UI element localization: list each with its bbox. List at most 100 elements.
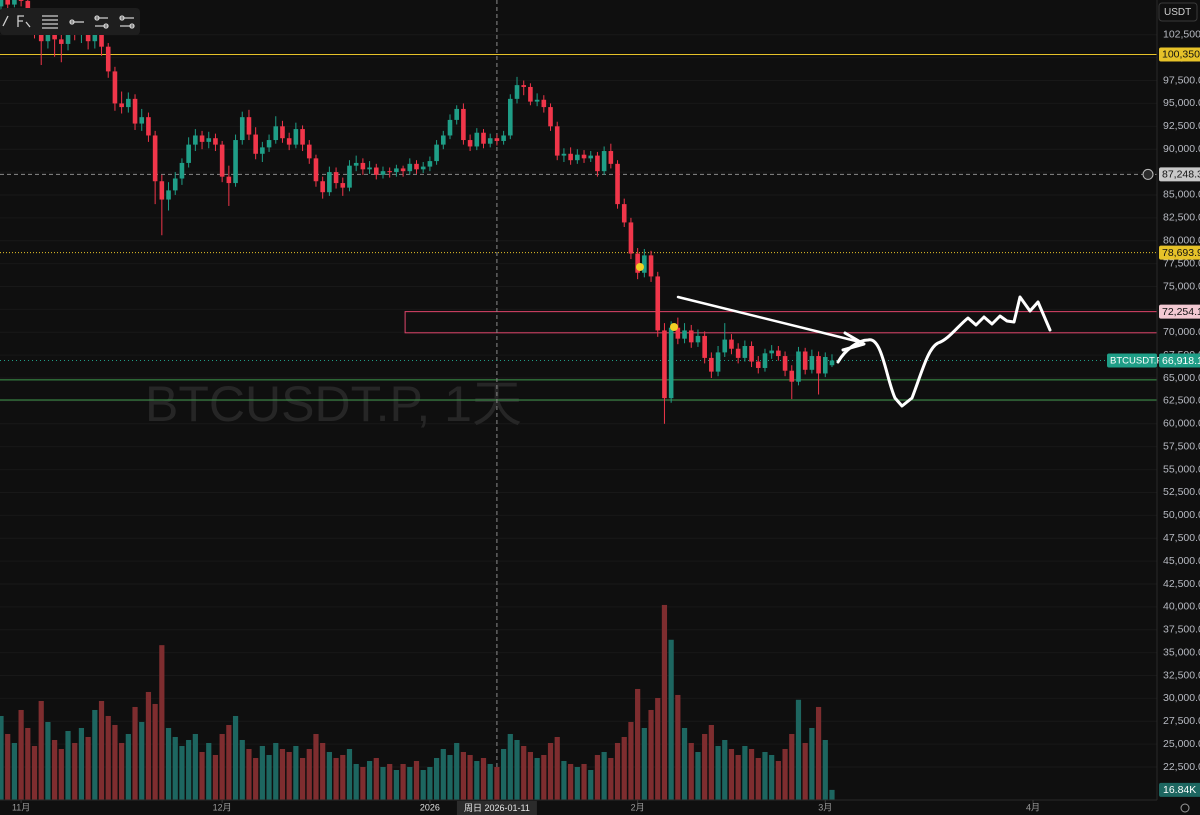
volume-bar [413,760,420,800]
crosshair-date-box [456,801,537,815]
last-volume-label: 16.84K [1163,784,1196,796]
candle-body [327,172,332,193]
volume-bar [78,727,85,800]
volume-bar [92,709,98,800]
volume-bar [45,721,51,800]
volume-bar [695,751,701,800]
volume-bar [172,736,178,800]
candle-body [293,129,299,145]
candle-body [92,32,98,42]
tool-ray-dot [69,19,75,25]
candle-body [414,163,419,170]
candle-body [682,330,687,339]
y-tick-label: 25,000.0 [1163,738,1200,750]
volume-bar [467,754,473,800]
candle-body [494,138,500,141]
candle-body [528,86,533,102]
crosshair-add [1142,168,1154,180]
volume-bar [795,699,802,800]
y-tick-label: 92,500.0 [1163,120,1200,132]
tool-fib[interactable] [17,15,31,28]
y-tick-label: 82,500.0 [1163,212,1200,224]
volume-bar [815,706,822,800]
candle-body [427,161,433,167]
arrow-line [676,295,858,343]
y-tick-label: 50,000.0 [1163,509,1200,521]
volume-bar [775,760,781,800]
tool-trend[interactable] [2,15,9,27]
candle-body [280,126,285,139]
crosshair-date: 周日 2026-01-11 [464,803,530,813]
volume-bar [554,736,560,800]
tool-parallel[interactable] [120,17,134,27]
candle-body [548,107,553,127]
event-marker [636,263,644,271]
last-price-label: 66,918.1 [1162,355,1200,367]
candle-body [5,0,11,5]
volume-bar [688,742,694,800]
tool-lines[interactable] [42,15,58,29]
x-tick-label: 2026 [420,802,440,812]
candle-body [333,172,339,184]
tool-channel[interactable] [95,17,108,27]
symbol-label: BTCUSDT.P [1110,355,1163,366]
volume-bar [38,700,44,800]
volume-layer [0,604,835,800]
toolbar[interactable] [0,8,140,35]
candle-body [755,361,761,368]
candle-body [581,154,587,159]
volume-bar [273,742,279,800]
candle-body [233,140,238,184]
candle-body [521,85,527,87]
volume-bar [65,730,71,800]
volume-bar [259,745,265,800]
volume-bar [360,766,366,800]
volume-bar [246,748,252,800]
symbol-tag [1107,353,1157,368]
candle-body [628,222,634,254]
candle-body [816,356,821,374]
candle-body [65,30,71,44]
volume-bar [366,760,373,800]
volume-bar [380,766,386,800]
volume-bar [212,754,219,800]
candle-body [782,356,788,371]
volume-bar [708,724,714,800]
volume-bar [373,757,379,800]
volume-bar [735,754,741,800]
candle-body [541,99,547,108]
candle-body [166,190,171,200]
volume-bar [85,736,91,800]
volume-bar [266,754,272,800]
settings-icon[interactable] [1180,803,1190,813]
price-tag-label: 78,693.9 [1162,247,1200,259]
y-tick-label: 70,000.0 [1163,326,1200,338]
volume-bar [279,748,286,800]
volume-bar [822,739,828,800]
candle-body [219,144,225,177]
candle-body [467,140,473,147]
volume-bar [286,751,292,800]
volume-bar [407,766,413,800]
candle-body [642,255,647,273]
candle-body [648,255,654,277]
y-tick-label: 75,000.0 [1163,280,1200,292]
candle-body [146,117,151,136]
volume-bar [427,766,433,800]
candle-body [769,350,774,354]
candle-body [206,138,212,142]
candle-body [373,167,379,175]
candle-body [534,99,540,102]
y-tick-label: 77,500.0 [1163,257,1200,269]
candle-body [454,108,460,120]
candle-body [353,162,359,166]
volume-bar [226,724,232,800]
candle-body [246,117,252,135]
price-tag-label: 87,248.3 [1162,169,1200,181]
volume-bar [561,760,567,800]
volume-bar [460,751,467,800]
volume-bar [702,733,708,800]
y-tick-label: 80,000.0 [1163,235,1200,247]
volume-bar [320,742,326,800]
